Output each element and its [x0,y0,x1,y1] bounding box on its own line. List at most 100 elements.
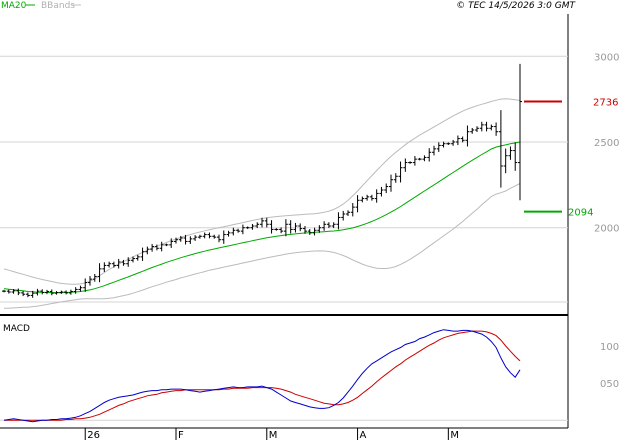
ohlc-bar [59,290,64,294]
ohlc-bar [78,285,83,292]
macd-y-tick-label: 100 [600,342,619,353]
ohlc-bar [111,261,116,268]
bbands-lower-line [4,183,521,309]
ohlc-bar [226,230,231,237]
ohlc-bar [45,289,49,295]
ohlc-bar [64,290,69,295]
axis-layer: 3000 2500 2000 100 050 26 F M A M [84,52,619,440]
macd-line [3,329,521,423]
ohlc-bar [288,220,293,234]
panel-frames [0,14,569,429]
ohlc-bar [193,235,198,241]
price-y-tick-label: 3000 [594,52,619,63]
x-tick-label: F [178,430,184,440]
ohlc-bar [49,289,54,296]
ohlc-bar [131,256,135,263]
ohlc-bar [475,126,479,133]
ohlc-bar [212,234,217,239]
ohlc-bar [369,194,374,201]
ohlc-bar [384,183,389,194]
ohlc-bar [102,262,107,272]
ohlc-bar [255,222,260,229]
x-tick-label: M [450,430,459,440]
ohlc-bar [470,127,475,134]
ohlc-bar [403,158,408,172]
copyright-timestamp: © TEC 14/5/2026 3:0 GMT [456,1,576,11]
ohlc-bar [484,121,489,132]
ohlc-bar [16,288,21,296]
header-legend: MA20 BBands © TEC 14/5/2026 3:0 GMT [1,1,577,11]
ohlc-bar [355,195,360,213]
ohlc-bar [360,196,365,203]
ohlc-bar [35,288,40,296]
ohlc-bar [126,257,131,267]
ohlc-bar [350,203,355,217]
ohlc-bar [159,241,164,252]
ohlc-bar [441,141,446,148]
ohlc-bar [154,244,159,251]
ohlc-bar [121,259,126,266]
ohlc-bar [25,292,30,298]
ohlc-bar [54,291,59,295]
ohlc-bar [21,291,26,297]
ohlc-bar [283,219,288,237]
ohlc-bar [393,173,398,183]
ohlc-bar [150,244,155,252]
ohlc-bar [2,289,6,293]
ohlc-bar [178,235,183,242]
ohlc-bar [298,223,303,232]
ohlc-bar [508,146,513,160]
ohlc-bar [293,222,298,233]
ohlc-bar [460,136,465,143]
ohlc-bar [164,243,169,247]
ohlc-bar [269,220,274,234]
price-y-tick-label: 2000 [594,224,619,235]
ohlc-bar [412,156,417,166]
support-level-label: 2094 [568,208,593,219]
ohlc-bar [245,226,250,229]
ohlc-bar [379,186,384,197]
signal-line [4,330,521,421]
bbands-legend-label: BBands [41,1,75,11]
ohlc-bar [307,229,312,235]
resistance-level-label: 2736 [593,98,618,109]
ohlc-bar [231,227,236,236]
ohlc-bar [174,237,178,244]
ohlc-bar [107,261,112,268]
ohlc-bar [6,289,11,294]
ohlc-bar [417,157,422,161]
ohlc-bar [422,155,427,162]
ohlc-bar [446,142,451,145]
ohlc-bar [432,145,436,156]
ohlc-bar [479,121,484,132]
ohlc-bar [279,227,284,234]
ohlc-bar [264,217,269,228]
ohlc-bar [197,234,202,239]
ohlc-bar [250,223,255,230]
ohlc-bar [236,228,241,233]
ohlc-bar [494,122,499,136]
ohlc-bar [489,124,494,131]
ohlc-bar [83,278,88,292]
ohlc-bar [503,148,508,174]
ohlc-bar [336,212,341,230]
ohlc-bar [498,110,503,188]
ohlc-bar [374,189,379,203]
macd-panel-title: MACD [3,324,30,334]
ohlc-bar [513,142,518,171]
ohlc-bar [436,142,441,152]
ohlc-bar [317,225,322,233]
ohlc-bar [240,224,245,235]
ohlc-bar [274,228,279,231]
ohlc-bar [408,161,413,164]
ohlc-bar [341,210,346,221]
x-tick-label: 26 [87,430,100,440]
ohlc-bar [260,217,264,228]
macd-y-tick-label: 050 [600,379,619,390]
ohlc-bar [398,161,403,183]
macd-panel: MACD [3,324,521,423]
ohlc-bar [346,210,350,217]
ohlc-bar [518,63,522,201]
